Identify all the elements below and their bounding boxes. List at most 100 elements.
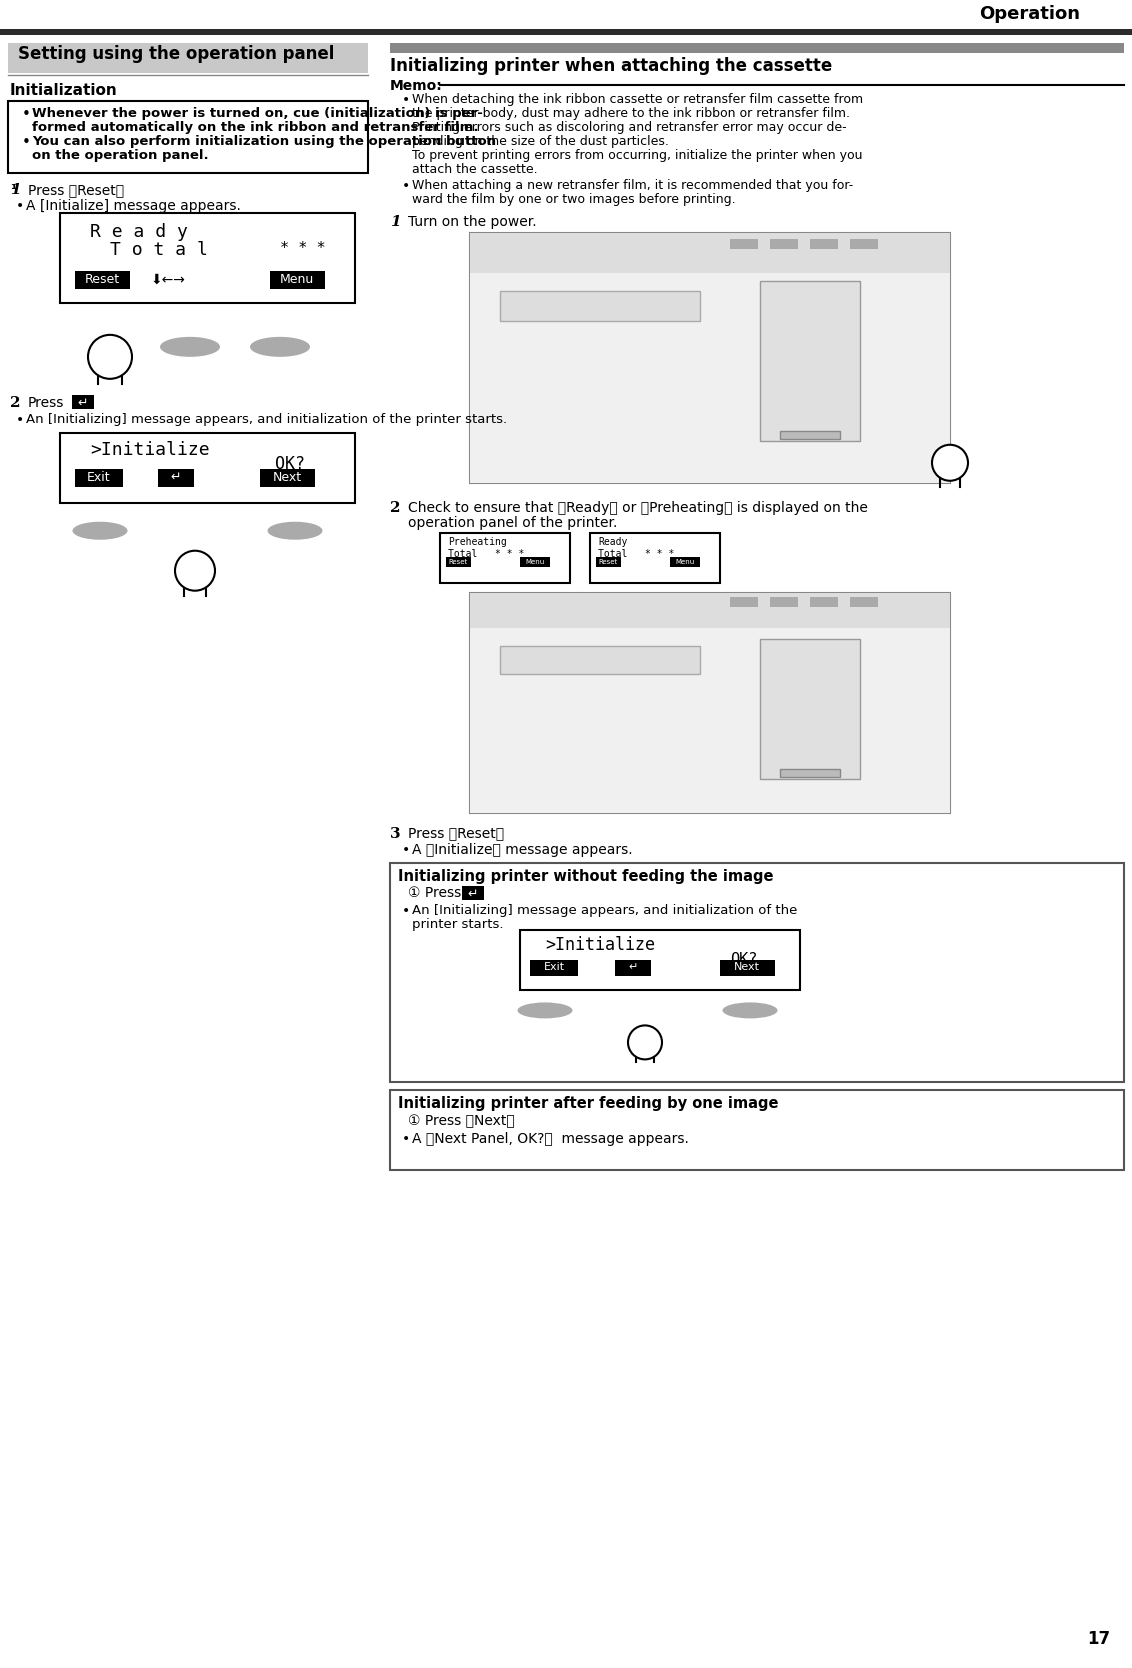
Text: An [Initializing] message appears, and initialization of the: An [Initializing] message appears, and i… [412, 904, 797, 917]
Text: Initializing printer when attaching the cassette: Initializing printer when attaching the … [391, 57, 832, 75]
Text: A [Initialize] message appears.: A [Initialize] message appears. [26, 198, 241, 214]
Bar [720, 961, 775, 976]
Text: Initializing printer after feeding by one image: Initializing printer after feeding by on… [398, 1096, 779, 1111]
Text: ↵: ↵ [628, 962, 637, 972]
Ellipse shape [517, 1002, 573, 1019]
Text: When detaching the ink ribbon cassette or retransfer film cassette from: When detaching the ink ribbon cassette o… [412, 93, 863, 107]
Text: Setting using the operation panel: Setting using the operation panel [18, 45, 334, 63]
Text: 1: 1 [10, 183, 20, 197]
Text: attach the cassette.: attach the cassette. [412, 163, 538, 175]
Bar [446, 557, 471, 567]
Text: 2: 2 [391, 500, 401, 515]
Text: R e a d y: R e a d y [91, 224, 188, 240]
Bar [780, 430, 840, 439]
Text: Exit: Exit [87, 470, 111, 484]
Text: Total   * * *: Total * * * [598, 549, 675, 559]
Bar [260, 469, 315, 487]
Text: •: • [402, 904, 410, 919]
Text: >Initialize: >Initialize [544, 936, 655, 954]
Bar [72, 395, 94, 409]
Text: ⬇←→: ⬇←→ [151, 274, 186, 287]
Circle shape [88, 335, 132, 379]
Bar [500, 290, 700, 320]
Text: Whenever the power is turned on, cue (initialization) is per-: Whenever the power is turned on, cue (in… [32, 107, 483, 120]
Bar [811, 239, 838, 249]
Text: Menu: Menu [280, 274, 314, 285]
Bar [75, 469, 123, 487]
Text: Total   * * *: Total * * * [448, 549, 524, 559]
Text: Memo:: Memo: [391, 78, 443, 93]
Ellipse shape [72, 522, 128, 540]
Text: •: • [16, 198, 24, 214]
Text: •: • [402, 178, 410, 193]
Text: When attaching a new retransfer film, it is recommended that you for-: When attaching a new retransfer film, it… [412, 178, 854, 192]
Circle shape [628, 1026, 662, 1059]
Text: operation panel of the printer.: operation panel of the printer. [408, 515, 617, 530]
Text: 1: 1 [391, 215, 401, 229]
Bar [391, 43, 1124, 53]
Text: Press: Press [28, 395, 65, 410]
Ellipse shape [722, 1002, 778, 1019]
Text: Reset: Reset [85, 274, 120, 285]
Bar [0, 28, 1132, 35]
Bar [440, 532, 571, 582]
Text: To prevent printing errors from occurring, initialize the printer when you: To prevent printing errors from occurrin… [412, 148, 863, 162]
Text: pending on the size of the dust particles.: pending on the size of the dust particle… [412, 135, 669, 148]
Text: Press 【Reset】: Press 【Reset】 [28, 183, 125, 197]
Text: •: • [402, 1133, 410, 1146]
Text: •: • [402, 93, 410, 107]
Bar [60, 432, 355, 502]
Bar [158, 469, 194, 487]
Text: Turn on the power.: Turn on the power. [408, 215, 537, 229]
Bar [590, 532, 720, 582]
Bar [520, 931, 800, 991]
Bar [850, 597, 878, 607]
Ellipse shape [160, 337, 220, 357]
Ellipse shape [267, 522, 323, 540]
Text: ward the film by one or two images before printing.: ward the film by one or two images befor… [412, 193, 736, 205]
Bar [470, 234, 950, 482]
Text: on the operation panel.: on the operation panel. [32, 148, 208, 162]
Text: 17: 17 [1087, 1630, 1110, 1648]
Bar [8, 43, 368, 73]
Text: 3: 3 [391, 827, 401, 841]
Text: >Initialize: >Initialize [91, 440, 209, 459]
Text: T o t a l: T o t a l [110, 240, 208, 259]
Bar [8, 102, 368, 173]
Bar [271, 270, 325, 289]
Text: Check to ensure that 【Ready】 or 【Preheating】 is displayed on the: Check to ensure that 【Ready】 or 【Preheat… [408, 500, 868, 515]
Text: * * *: * * * [280, 240, 326, 255]
Bar [470, 234, 950, 274]
Text: ↵: ↵ [78, 397, 88, 410]
Bar [760, 280, 860, 440]
Bar [470, 592, 950, 627]
Text: OK?: OK? [730, 952, 757, 967]
Bar [75, 270, 130, 289]
Bar [780, 769, 840, 777]
Bar [470, 627, 950, 812]
Bar [760, 639, 860, 779]
Bar [500, 646, 700, 674]
Text: ↵: ↵ [468, 887, 478, 901]
Text: Next: Next [273, 470, 301, 484]
Bar [462, 886, 484, 901]
Bar [470, 274, 950, 482]
Text: formed automatically on the ink ribbon and retransfer film.: formed automatically on the ink ribbon a… [32, 122, 479, 133]
Text: Initializing printer without feeding the image: Initializing printer without feeding the… [398, 869, 773, 884]
Bar [391, 1091, 1124, 1171]
Text: Menu: Menu [676, 559, 695, 565]
Bar [520, 557, 550, 567]
Text: Menu: Menu [525, 559, 544, 565]
Bar [670, 557, 700, 567]
Text: •: • [16, 412, 24, 427]
Bar [60, 214, 355, 304]
Text: •: • [402, 842, 410, 857]
Text: •: • [22, 135, 31, 150]
Bar [770, 597, 798, 607]
Text: ¹: ¹ [10, 183, 16, 197]
Text: Next: Next [734, 962, 760, 972]
Text: You can also perform initialization using the operation button: You can also perform initialization usin… [32, 135, 496, 148]
Text: •: • [22, 107, 31, 122]
Text: Reset: Reset [599, 559, 618, 565]
Text: Exit: Exit [543, 962, 565, 972]
